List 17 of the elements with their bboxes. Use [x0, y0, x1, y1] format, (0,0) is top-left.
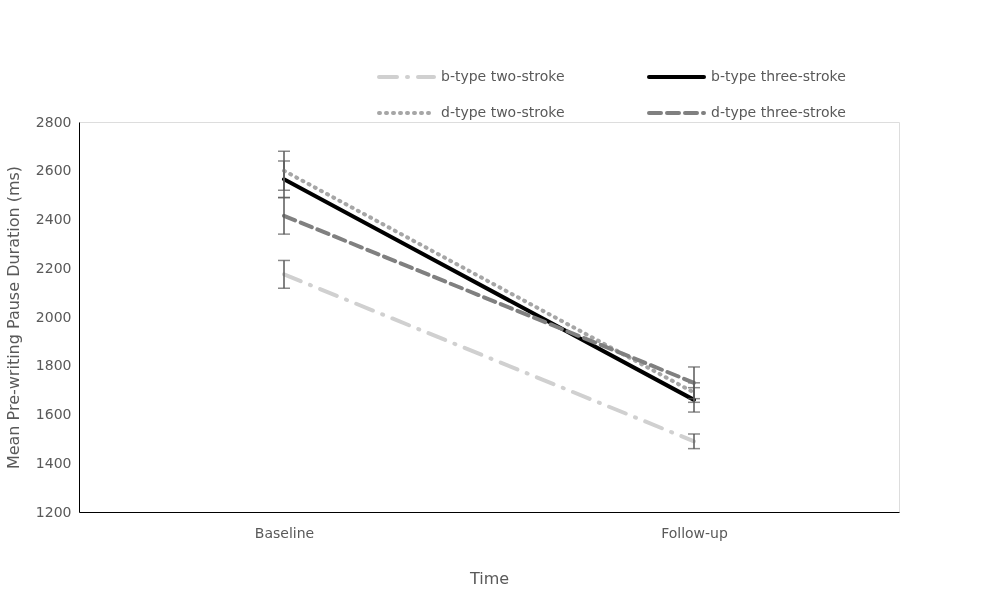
y-tick-label: 1400 — [35, 454, 72, 471]
x-tick-label: Baseline — [254, 524, 315, 541]
legend-label: d-type three-stroke — [711, 104, 846, 120]
y-tick-label: 1600 — [35, 406, 72, 422]
legend-label: b-type two-stroke — [441, 68, 565, 84]
legend-label: b-type three-stroke — [711, 68, 846, 84]
y-tick-label: 2000 — [35, 308, 72, 325]
y-tick-label: 2400 — [35, 211, 72, 227]
y-tick-label: 2800 — [35, 113, 72, 130]
y-tick-label: 1800 — [35, 357, 72, 374]
legend-label: d-type two-stroke — [441, 104, 565, 120]
x-tick-label: Follow-up — [661, 524, 728, 541]
y-tick-label: 2200 — [35, 259, 72, 276]
x-axis-title: Time — [468, 568, 510, 588]
y-axis-title: Mean Pre-writing Pause Duration (ms) — [3, 165, 23, 470]
y-tick-label: 1200 — [35, 503, 72, 520]
y-tick-label: 2600 — [35, 162, 72, 179]
